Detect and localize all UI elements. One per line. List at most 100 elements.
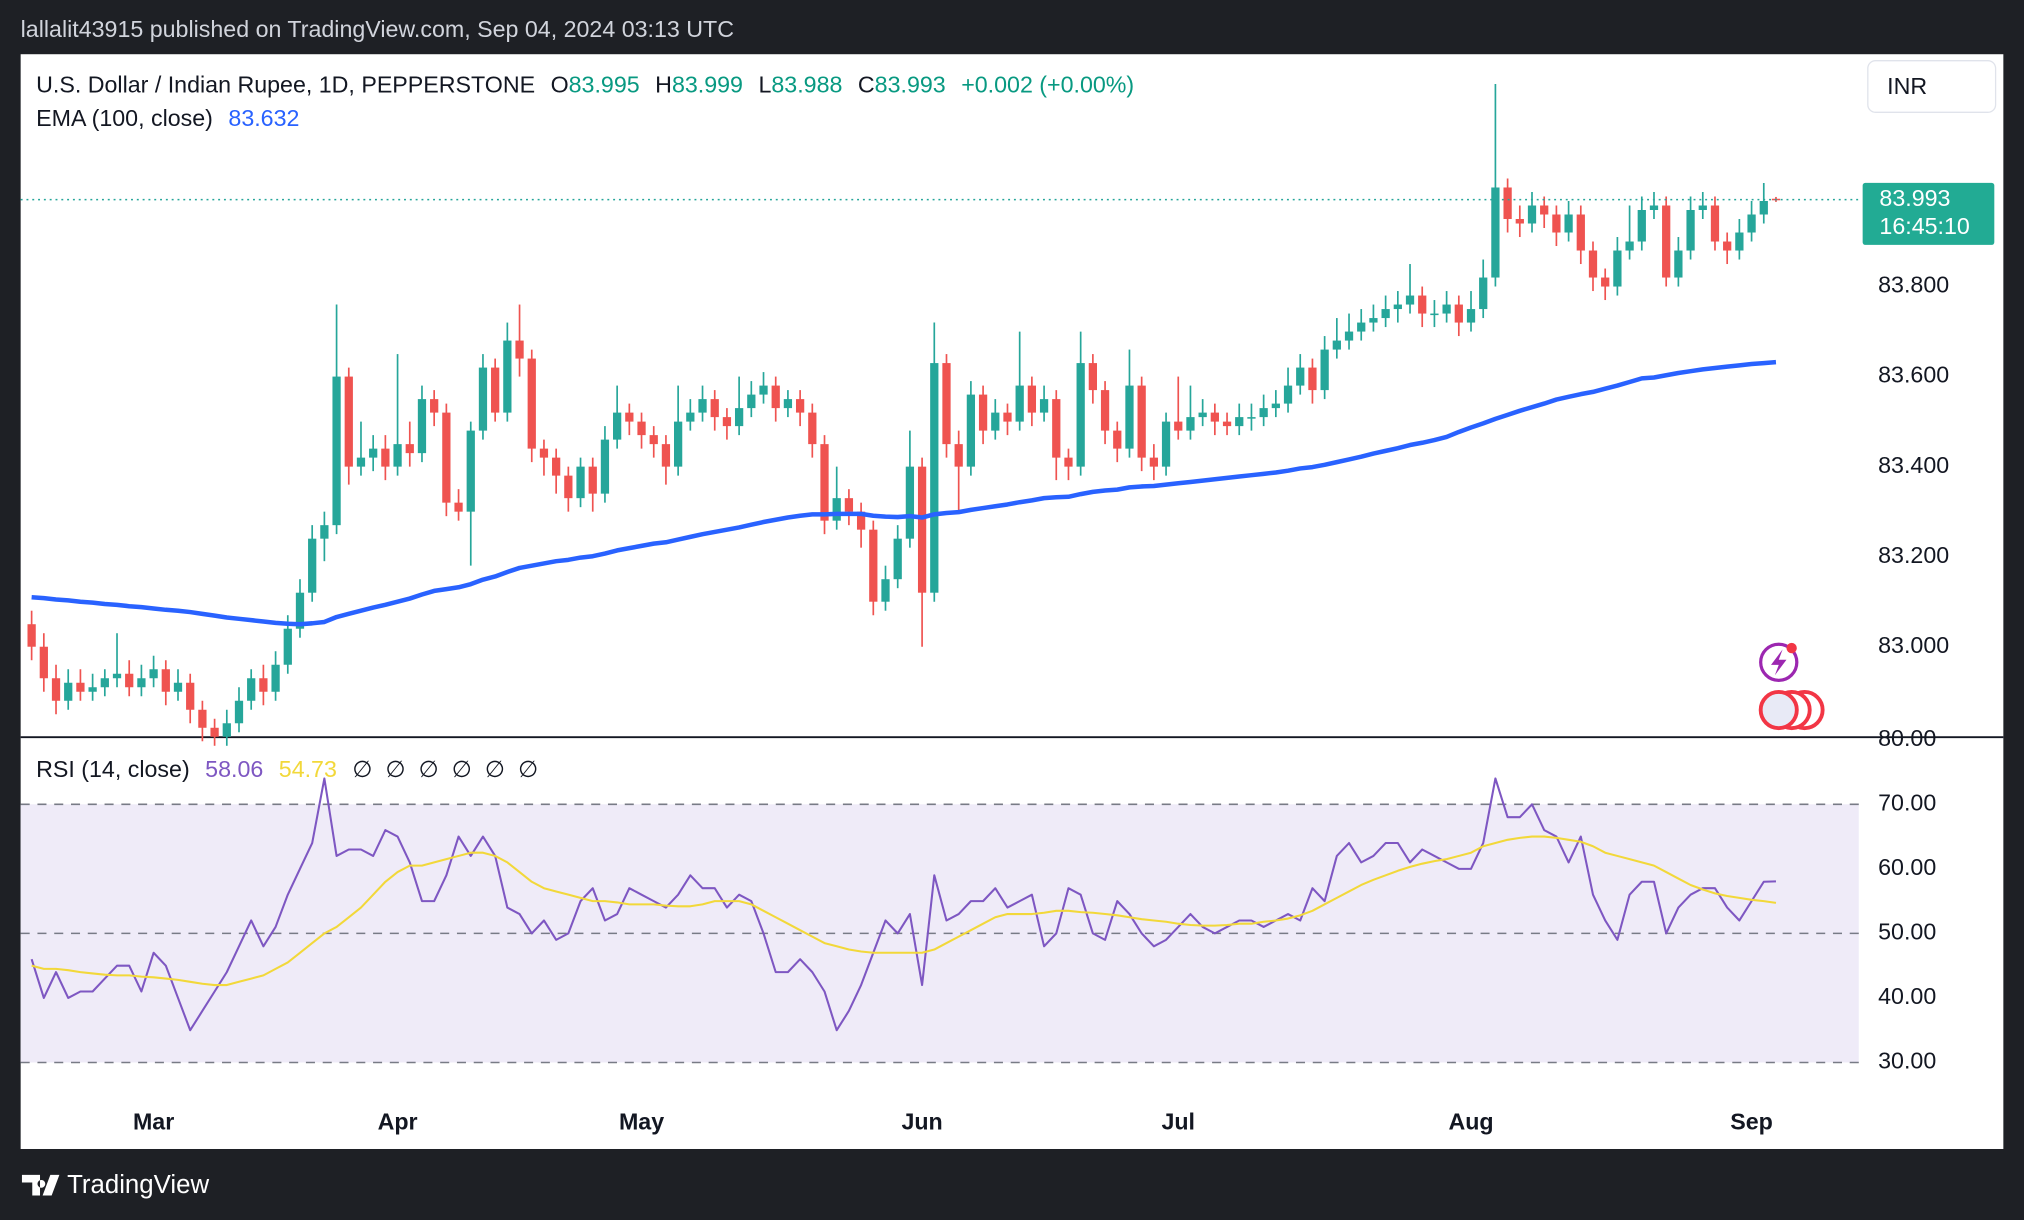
candle-body	[1076, 363, 1085, 467]
y-tick-label: 83.200	[1878, 542, 1949, 568]
candle-body	[1137, 385, 1146, 458]
candle-body	[844, 498, 854, 512]
candle-body	[125, 673, 134, 688]
candle-body	[1503, 187, 1512, 220]
candle-body	[1479, 277, 1488, 310]
candle-body	[1723, 241, 1732, 251]
ohlc-key: C	[858, 72, 875, 98]
x-tick-label: Jun	[901, 1108, 942, 1134]
candle-body	[137, 678, 146, 688]
y-tick-label: 40.00	[1878, 983, 1936, 1009]
candle-body	[954, 444, 963, 467]
x-tick-label: Sep	[1730, 1108, 1773, 1134]
candle-body	[1271, 403, 1280, 409]
candle-body	[1210, 412, 1219, 422]
candle-body	[649, 435, 658, 445]
candle-body	[637, 421, 646, 436]
candle-body	[1357, 322, 1366, 332]
placeholder-symbol: ∅	[352, 756, 372, 782]
candle-body	[1649, 205, 1659, 211]
y-tick-label: 83.800	[1878, 272, 1949, 298]
candle-body	[247, 678, 256, 701]
candle-body	[710, 399, 719, 418]
y-tick-label: 60.00	[1878, 854, 1936, 880]
candle-body	[1393, 304, 1402, 310]
candle-body	[661, 444, 671, 467]
notification-dot	[1786, 642, 1797, 654]
candle-body	[893, 538, 902, 580]
last-price-label: 83.993	[1879, 185, 1950, 211]
candle-body	[1113, 430, 1122, 449]
rsi-value: 58.06	[205, 756, 263, 782]
candle-body	[1442, 304, 1451, 314]
candle-body	[393, 444, 402, 467]
currency-button[interactable]	[1867, 60, 1997, 113]
x-tick-label: Jul	[1161, 1108, 1195, 1134]
candle-body	[1088, 363, 1098, 391]
rsi-value: 54.73	[279, 756, 337, 782]
y-tick-label: 83.400	[1878, 452, 1949, 478]
candle-body	[1161, 421, 1171, 467]
candle-body	[1308, 367, 1317, 391]
placeholder-symbol: ∅	[452, 756, 472, 782]
candles	[27, 83, 1781, 746]
candle-body	[747, 394, 756, 409]
candle-body	[1015, 385, 1024, 422]
placeholder-symbol: ∅	[386, 756, 406, 782]
placeholder-symbol: ∅	[518, 756, 538, 782]
candle-body	[149, 669, 158, 679]
candle-body	[978, 394, 988, 431]
ohlc-key: O	[551, 72, 569, 98]
brand-name: TradingView	[67, 1171, 209, 1199]
candle-body	[39, 646, 48, 679]
x-tick-label: Mar	[133, 1108, 174, 1134]
candle-body	[259, 678, 268, 692]
ohlc-value: 83.993	[875, 72, 946, 98]
candle-body	[734, 408, 744, 427]
candle-body	[161, 669, 170, 692]
ohlc-key: H	[655, 72, 672, 98]
candle-body	[1698, 205, 1707, 211]
candle-body	[552, 457, 561, 476]
ohlc-key: L	[758, 72, 771, 98]
ohlc-value: 83.988	[771, 72, 842, 98]
candle-body	[1344, 331, 1354, 341]
candle-body	[491, 367, 500, 413]
x-tick-label: Apr	[378, 1108, 418, 1134]
candle-body	[771, 385, 780, 409]
candle-body	[600, 439, 610, 494]
candle-body	[1601, 277, 1610, 287]
candle-body	[795, 399, 805, 413]
candle-body	[1064, 457, 1073, 467]
candle-body	[503, 340, 512, 413]
candle-body	[1588, 250, 1598, 278]
rsi-line	[30, 777, 1777, 1032]
candle-body	[198, 709, 207, 728]
candle-body	[88, 687, 97, 692]
x-tick-label: May	[619, 1108, 664, 1134]
candle-body	[1003, 412, 1012, 422]
candle-body	[539, 448, 549, 458]
candle-body	[173, 682, 183, 692]
candle-body	[234, 700, 244, 724]
candle-body	[1405, 295, 1415, 305]
candle-body	[186, 682, 195, 710]
candle-body	[1613, 250, 1622, 287]
candle-body	[210, 727, 219, 737]
y-tick-label: 83.600	[1878, 362, 1949, 388]
event-icons	[1758, 642, 1825, 731]
candle-body	[1174, 421, 1183, 431]
candle-body	[1100, 390, 1110, 431]
candle-body	[1759, 200, 1768, 215]
candle-body	[1527, 205, 1537, 224]
candle-body	[856, 511, 866, 530]
lightning-icon	[1771, 649, 1787, 676]
candle-body	[1027, 385, 1037, 413]
symbol-title: U.S. Dollar / Indian Rupee, 1D, PEPPERST…	[36, 72, 535, 98]
candle-body	[1369, 318, 1378, 323]
x-tick-label: Aug	[1448, 1108, 1493, 1134]
candle-body	[1235, 417, 1244, 427]
rsi-line	[31, 835, 1777, 987]
candle-body	[1186, 417, 1195, 431]
candle-body	[332, 376, 341, 526]
